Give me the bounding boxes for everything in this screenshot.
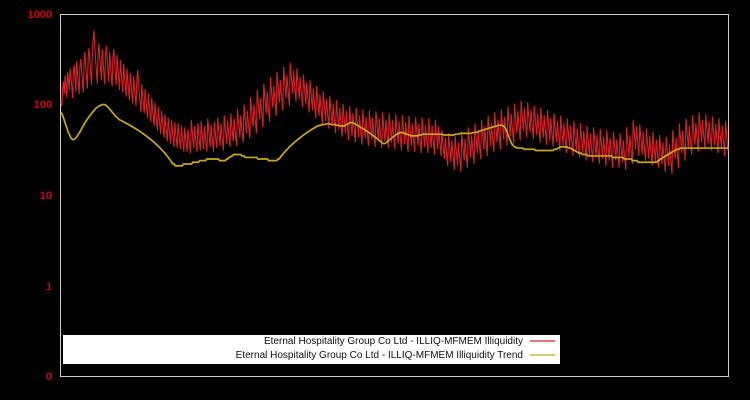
legend-label-illiquidity-trend: Eternal Hospitality Group Co Ltd - ILLIQ… xyxy=(236,350,523,361)
data-series-layer xyxy=(60,30,729,175)
y-tick-label-0: 0 xyxy=(46,371,52,383)
series-illiquidity-trend xyxy=(60,103,728,167)
plot-frame xyxy=(60,14,729,377)
y-tick-label-100: 100 xyxy=(34,99,52,111)
y-tick-label-1: 1 xyxy=(46,281,52,293)
chart-legend: Eternal Hospitality Group Co Ltd - ILLIQ… xyxy=(63,335,560,364)
y-tick-label-1000: 1000 xyxy=(28,9,52,21)
y-tick-label-10: 10 xyxy=(40,190,52,202)
legend-background xyxy=(63,335,560,364)
series-illiquidity xyxy=(60,30,729,175)
y-axis-tick-labels: 1000 100 10 1 0 xyxy=(28,9,52,383)
legend-label-illiquidity: Eternal Hospitality Group Co Ltd - ILLIQ… xyxy=(264,336,523,347)
